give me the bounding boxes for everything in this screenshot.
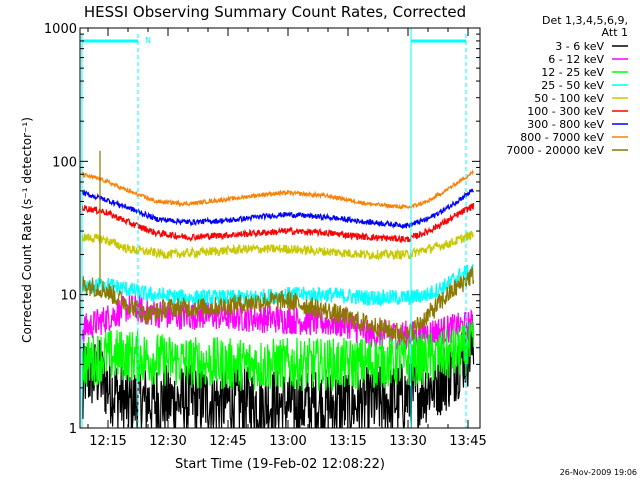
chart-title: HESSI Observing Summary Count Rates, Cor… [84, 3, 466, 21]
y-tick-label: 1000 [44, 22, 77, 37]
x-tick-label: 13:00 [269, 434, 306, 449]
series-4 [81, 230, 475, 261]
series-line [81, 169, 474, 210]
night-marker-label: N [145, 36, 151, 45]
series-5 [81, 202, 475, 244]
y-tick-label: 100 [52, 155, 77, 170]
series-line [81, 263, 475, 308]
x-tick-label: 12:15 [89, 434, 126, 449]
x-tick-label: 13:15 [329, 434, 366, 449]
y-axis-label: Corrected Count Rate (s⁻¹ detector⁻¹) [20, 117, 34, 343]
legend-label: 3 - 6 keV [555, 40, 604, 53]
legend-header: Att 1 [602, 26, 628, 39]
series-layer [81, 150, 475, 428]
y-tick-label: 10 [60, 289, 77, 304]
x-tick-label: 13:45 [449, 434, 486, 449]
x-tick-label: 12:45 [209, 434, 246, 449]
series-2 [81, 321, 475, 392]
series-line [81, 266, 475, 345]
y-tick-label: 1 [69, 422, 77, 437]
legend-label: 100 - 300 keV [527, 105, 604, 118]
series-line [81, 188, 475, 229]
legend-label: 50 - 100 keV [534, 92, 604, 105]
series-0 [81, 314, 475, 428]
series-line [81, 321, 475, 392]
legend-label: 800 - 7000 keV [520, 131, 604, 144]
plot-frame [79, 27, 481, 429]
x-axis-label: Start Time (19-Feb-02 12:08:22) [175, 457, 385, 472]
legend-label: 6 - 12 keV [548, 53, 604, 66]
series-line [81, 314, 475, 428]
footer-date: 26-Nov-2009 19:06 [560, 468, 637, 477]
series-line [81, 230, 475, 261]
series-8 [81, 266, 475, 345]
legend-label: 300 - 800 keV [527, 118, 604, 131]
legend-label: 25 - 50 keV [541, 79, 604, 92]
legend-header: Det 1,3,4,5,6,9, [542, 14, 628, 27]
series-line [81, 202, 475, 244]
series-7 [81, 169, 474, 210]
series-3 [81, 263, 475, 308]
series-6 [81, 188, 475, 229]
legend-label: 12 - 25 keV [541, 66, 604, 79]
legend-label: 7000 - 20000 keV [506, 144, 604, 157]
x-tick-label: 13:30 [389, 434, 426, 449]
axes-layer: N 1 10 100 1000 12:15 12:30 12:45 13:00 13:15 13:3… [44, 22, 487, 449]
x-tick-label: 12:30 [149, 434, 186, 449]
